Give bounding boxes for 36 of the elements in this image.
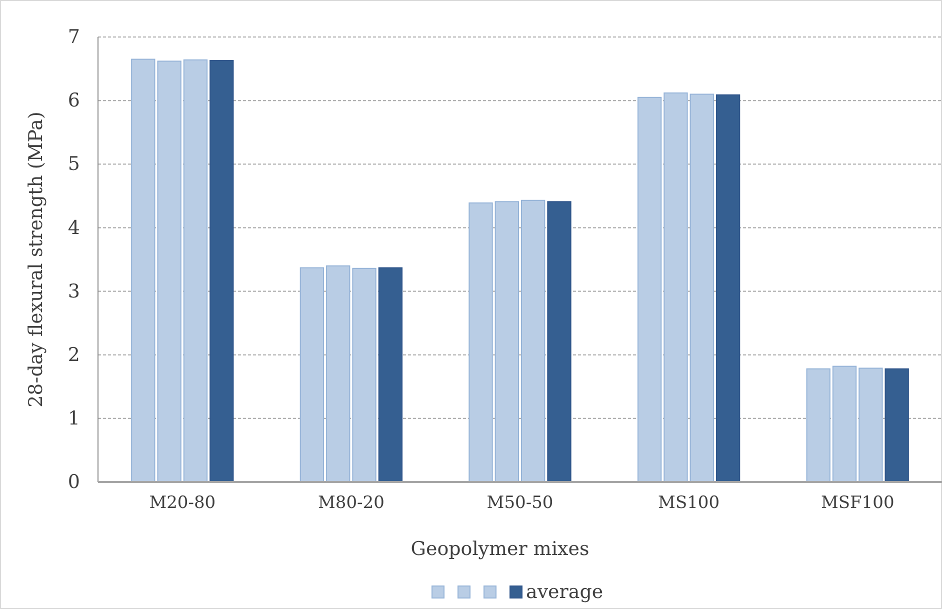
bar xyxy=(806,368,830,482)
x-tick-label: M80-20 xyxy=(318,493,384,514)
bar xyxy=(468,202,493,482)
bar xyxy=(494,201,519,482)
bar xyxy=(690,94,714,482)
bar xyxy=(326,265,350,482)
x-axis-title: Geopolymer mixes xyxy=(410,538,590,560)
bar xyxy=(352,268,376,482)
bar xyxy=(547,201,572,482)
bar xyxy=(664,92,688,482)
bar xyxy=(378,267,403,482)
bar xyxy=(832,366,857,482)
y-axis-title: 28-day flexural strength (MPa) xyxy=(25,112,47,408)
y-tick-label: 6 xyxy=(68,90,80,112)
bar xyxy=(300,267,324,482)
y-tick-label: 0 xyxy=(68,471,80,494)
y-tick-label: 7 xyxy=(68,26,80,48)
bar xyxy=(183,59,208,482)
y-tick-label: 1 xyxy=(68,408,80,430)
bar xyxy=(884,368,909,482)
x-tick-label: M20-80 xyxy=(149,493,216,514)
bar xyxy=(716,94,740,482)
y-tick-label: 4 xyxy=(68,216,80,239)
x-tick-label: MS100 xyxy=(658,493,720,514)
bar xyxy=(858,368,883,482)
x-tick-label: M50-50 xyxy=(486,493,554,514)
y-tick-label: 5 xyxy=(68,153,80,176)
bar xyxy=(637,96,662,482)
bar xyxy=(210,60,234,482)
y-tick-label: 3 xyxy=(68,280,80,302)
y-tick-label: 2 xyxy=(68,344,80,366)
x-tick-label: MSF100 xyxy=(820,493,894,514)
bar xyxy=(131,58,156,482)
legend-label: average xyxy=(526,581,604,603)
bar xyxy=(157,60,182,482)
bar xyxy=(521,200,546,482)
